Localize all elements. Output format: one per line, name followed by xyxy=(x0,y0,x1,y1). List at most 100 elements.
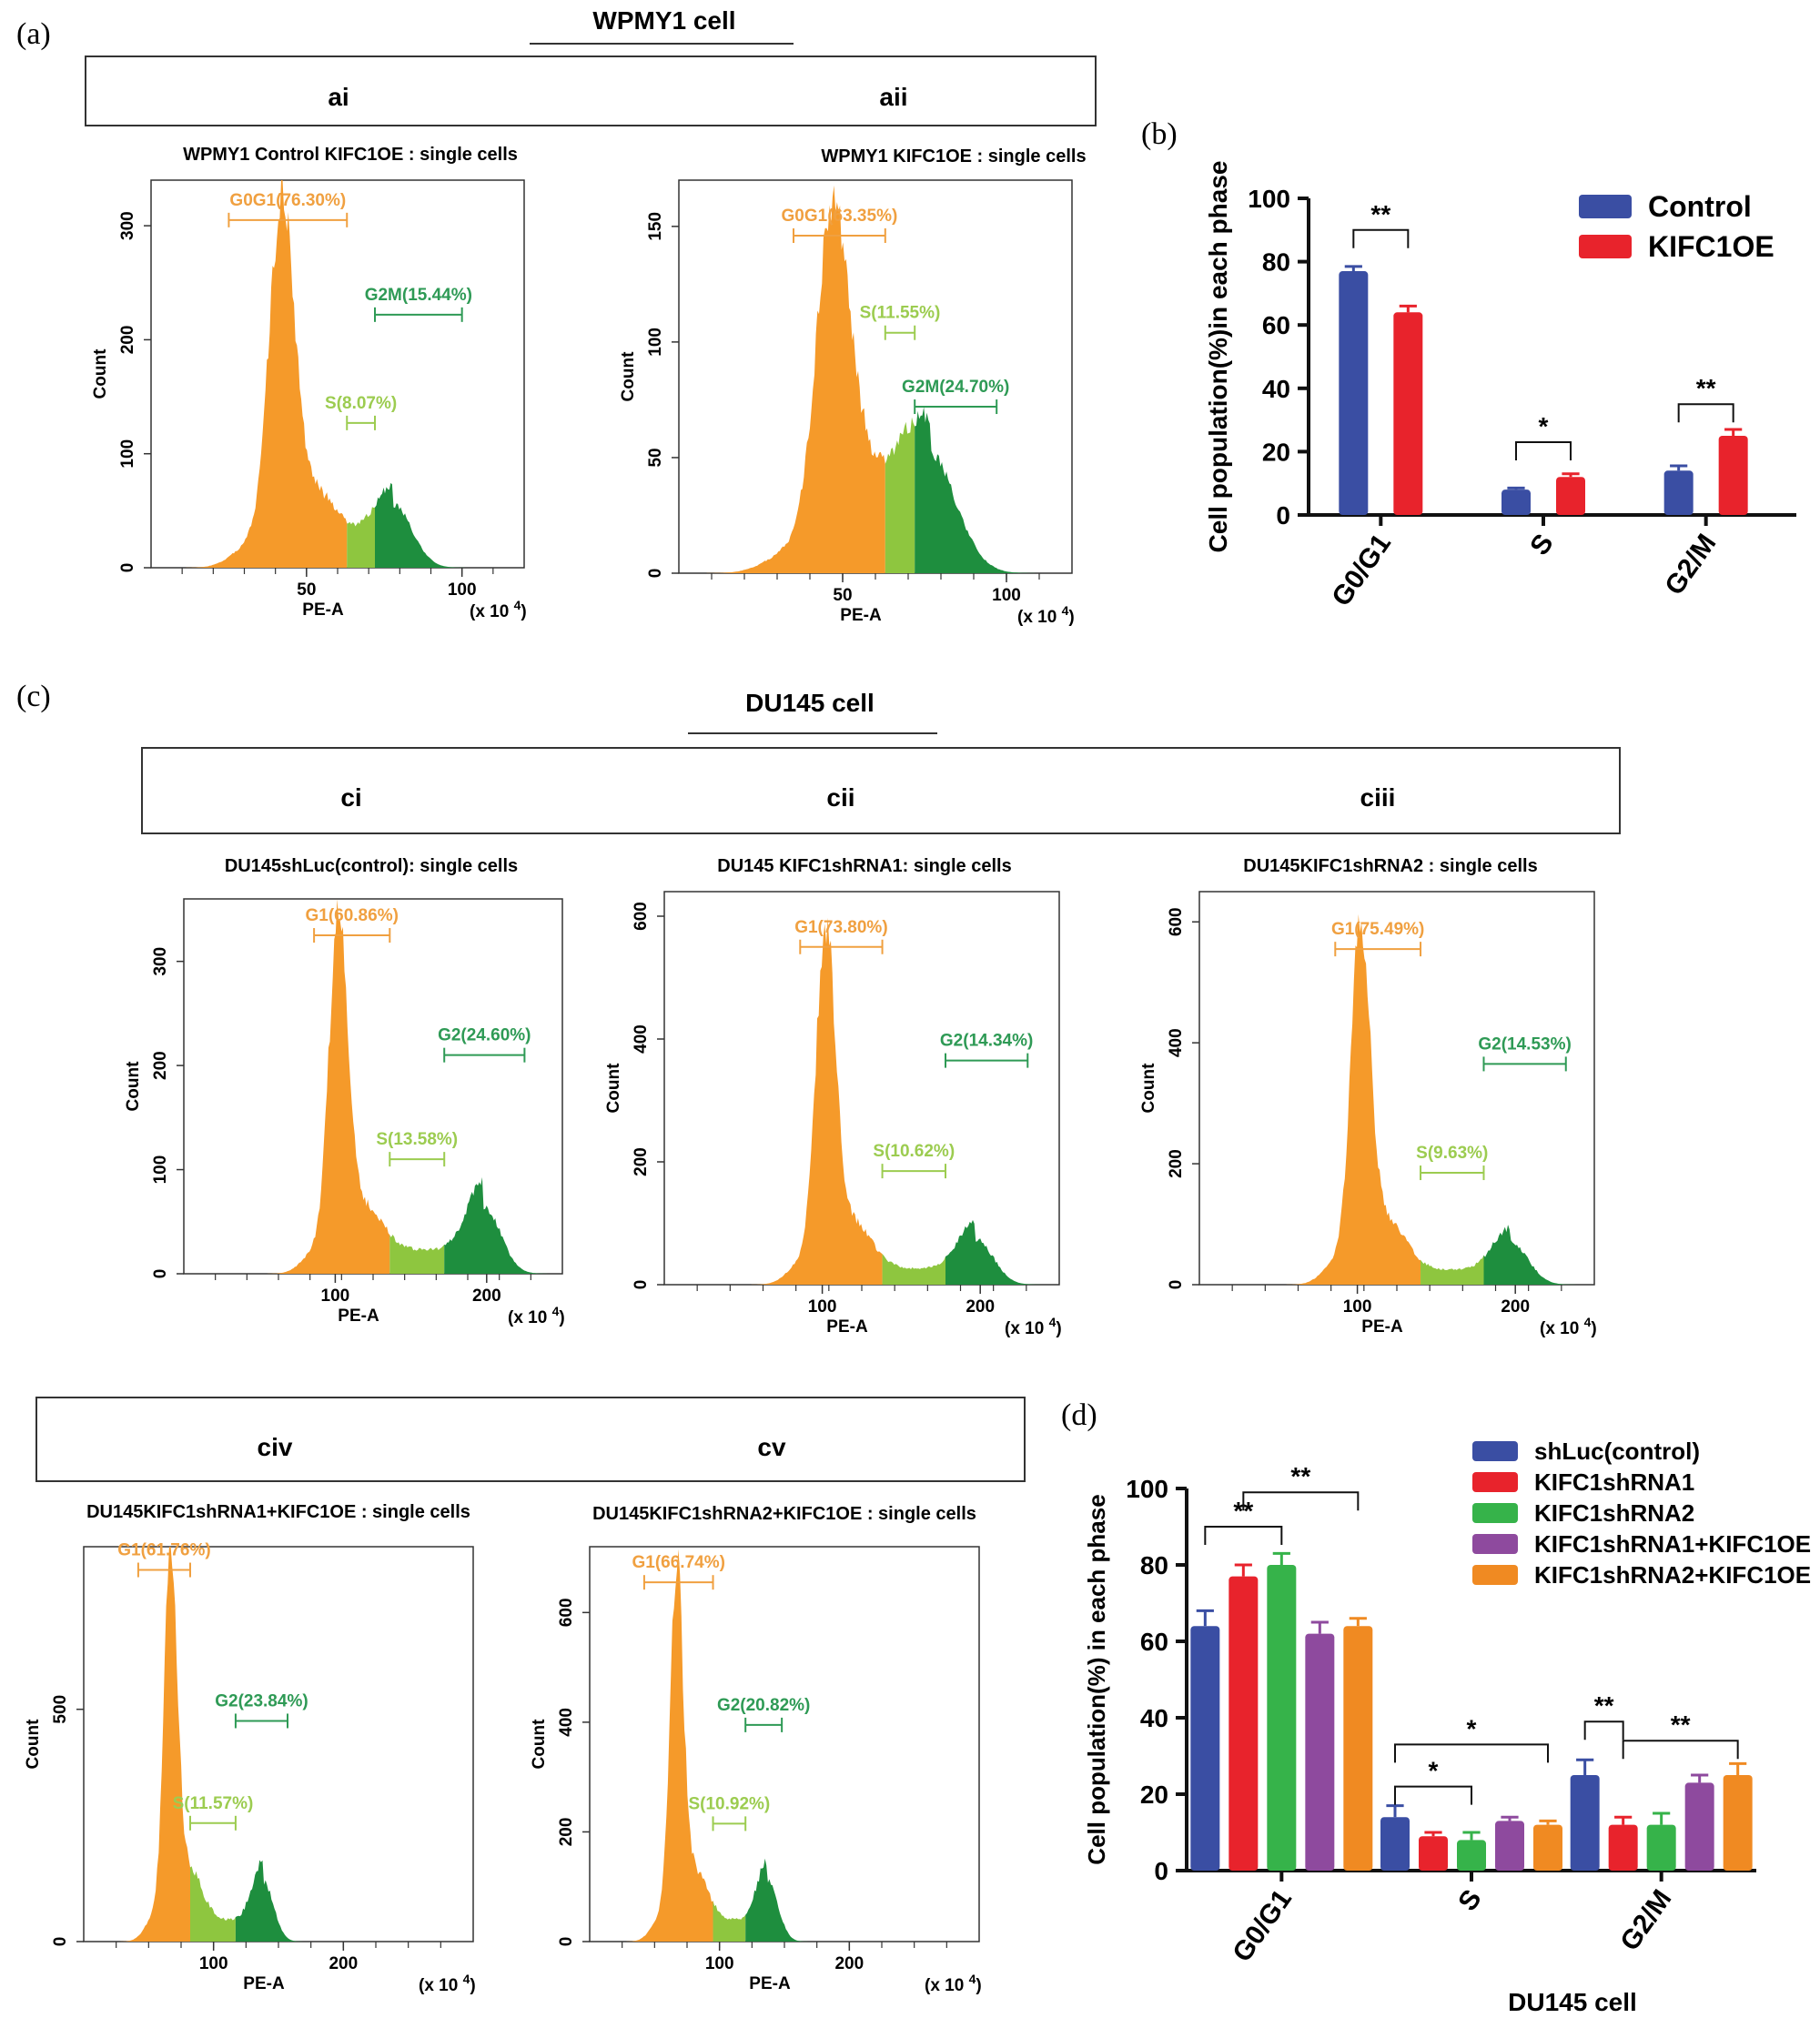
y-tick-label: 100 xyxy=(151,1155,170,1185)
g1-region xyxy=(184,899,390,1274)
bar xyxy=(1570,1775,1600,1871)
x-tick-label: 100 xyxy=(992,586,1021,605)
bar xyxy=(1718,436,1748,515)
bar xyxy=(1684,1782,1714,1871)
bar xyxy=(1305,1633,1335,1871)
s-region xyxy=(347,507,375,568)
y-tick-label: 0 xyxy=(1276,501,1290,530)
y-axis-label: Cell population(%)in each phase xyxy=(1204,161,1232,553)
significance-label: ** xyxy=(1233,1497,1253,1525)
y-tick-label: 0 xyxy=(646,569,665,579)
histogram-title: DU145KIFC1shRNA2 : single cells xyxy=(1243,856,1537,876)
y-tick-label: 100 xyxy=(1248,185,1290,213)
legend-label: KIFC1shRNA2+KIFC1OE xyxy=(1534,1561,1811,1589)
gate-label: G1(73.80%) xyxy=(794,918,887,937)
y-tick-label: 20 xyxy=(1140,1781,1168,1809)
legend-label: KIFC1shRNA1+KIFC1OE xyxy=(1534,1530,1811,1558)
x-axis-unit: (x 10 4) xyxy=(1540,1315,1597,1338)
bar xyxy=(1267,1565,1297,1871)
s-region xyxy=(389,1235,445,1274)
significance-label: * xyxy=(1539,412,1549,440)
category-label: G2/M xyxy=(1614,1884,1677,1956)
histogram-frame xyxy=(663,891,1060,1286)
gate-label: S(13.58%) xyxy=(376,1130,458,1149)
x-axis-label: PE-A xyxy=(749,1974,791,1993)
bar xyxy=(1533,1824,1562,1871)
wpmy-label-box xyxy=(85,55,1097,126)
x-tick-label: 50 xyxy=(297,580,316,600)
y-tick-label: 200 xyxy=(557,1818,576,1847)
histogram-frame xyxy=(589,1546,980,1942)
y-axis-label: Count xyxy=(91,348,110,399)
histogram-du-cv: DU145KIFC1shRNA2+KIFC1OE : single cells 1… xyxy=(530,1504,982,1995)
x-tick-label: 100 xyxy=(1343,1297,1372,1317)
g1-region xyxy=(664,917,883,1285)
x-tick-label: 50 xyxy=(833,586,852,605)
y-tick-label: 50 xyxy=(646,448,665,467)
y-tick-label: 300 xyxy=(151,947,170,976)
y-axis-label: Count xyxy=(1139,1063,1158,1114)
histogram-du-ci: DU145shLuc(control): single cells 100 200 0… xyxy=(124,856,565,1327)
g1-region xyxy=(151,180,348,568)
significance-bracket xyxy=(1515,440,1572,460)
box-label-ai: ai xyxy=(328,83,349,111)
histogram-wpmy-0: WPMY1 Control KIFC1OE : single cells 50 10… xyxy=(91,145,527,621)
s-region xyxy=(713,1901,746,1942)
bar xyxy=(1380,1817,1410,1871)
category-label: S xyxy=(1524,529,1560,560)
category-label: G0/G1 xyxy=(1227,1884,1298,1967)
legend-swatch xyxy=(1579,235,1632,258)
y-tick-label: 100 xyxy=(1126,1475,1168,1503)
histogram-du-civ: DU145KIFC1shRNA1+KIFC1OE : single cells 1… xyxy=(24,1502,476,1995)
g1-region xyxy=(590,1549,713,1942)
x-axis-unit: (x 10 4) xyxy=(508,1304,565,1327)
y-tick-label: 300 xyxy=(118,211,137,240)
g2-region xyxy=(375,482,524,568)
x-tick-label: 200 xyxy=(472,1286,501,1306)
legend-label: Control xyxy=(1648,190,1752,223)
y-tick-label: 40 xyxy=(1262,375,1290,403)
x-tick-label: 100 xyxy=(448,580,477,600)
x-axis-label: PE-A xyxy=(302,600,344,620)
g1-region xyxy=(679,185,885,573)
gate-label: S(10.62%) xyxy=(873,1142,955,1161)
y-axis-label: Cell population(%) in each phase xyxy=(1083,1494,1110,1864)
du145-top-label-box xyxy=(141,747,1621,834)
significance-bracket xyxy=(1204,1526,1283,1545)
y-tick-label: 600 xyxy=(557,1598,576,1627)
g2-region xyxy=(915,407,1072,573)
s-region xyxy=(189,1866,236,1942)
histogram-wpmy-1: WPMY1 KIFC1OE : single cells 50 100 0 50 100 1… xyxy=(619,146,1087,627)
bar xyxy=(1419,1836,1448,1871)
gate-label: G0G1(76.30%) xyxy=(229,191,346,210)
y-tick-label: 200 xyxy=(1167,1149,1186,1178)
category-label: G2/M xyxy=(1659,529,1722,600)
legend-label: KIFC1OE xyxy=(1648,230,1774,263)
x-axis-label: PE-A xyxy=(1361,1317,1403,1337)
gate-label: G0G1(63.35%) xyxy=(782,207,898,226)
gate-label: G2(23.84%) xyxy=(215,1691,308,1710)
significance-label: * xyxy=(1467,1714,1477,1742)
du145-bottom-label-box xyxy=(35,1397,1026,1482)
box-label-cii: cii xyxy=(826,783,854,812)
bar xyxy=(1723,1775,1753,1871)
x-tick-label: 200 xyxy=(966,1297,995,1317)
bar xyxy=(1393,312,1423,515)
x-axis-label: PE-A xyxy=(338,1307,379,1326)
g2-region xyxy=(444,1176,562,1274)
y-tick-label: 40 xyxy=(1140,1704,1168,1732)
y-tick-label: 0 xyxy=(1154,1857,1168,1885)
y-axis-label: Count xyxy=(619,351,638,402)
y-tick-label: 20 xyxy=(1262,438,1290,466)
x-axis-unit: (x 10 4) xyxy=(470,598,527,621)
y-tick-label: 200 xyxy=(151,1051,170,1080)
gate-label: S(11.55%) xyxy=(860,304,941,323)
x-tick-label: 100 xyxy=(705,1954,734,1973)
y-tick-label: 100 xyxy=(646,328,665,357)
significance-bracket xyxy=(1622,1740,1739,1760)
x-axis-unit: (x 10 4) xyxy=(1005,1315,1062,1338)
bar-chart-b: 0 20 40 60 80 100 Cell population(%)in each ph… xyxy=(1204,161,1796,611)
gate-label: G2(14.53%) xyxy=(1478,1034,1571,1054)
box-label-ciii: ciii xyxy=(1360,783,1396,812)
significance-label: ** xyxy=(1671,1710,1691,1739)
